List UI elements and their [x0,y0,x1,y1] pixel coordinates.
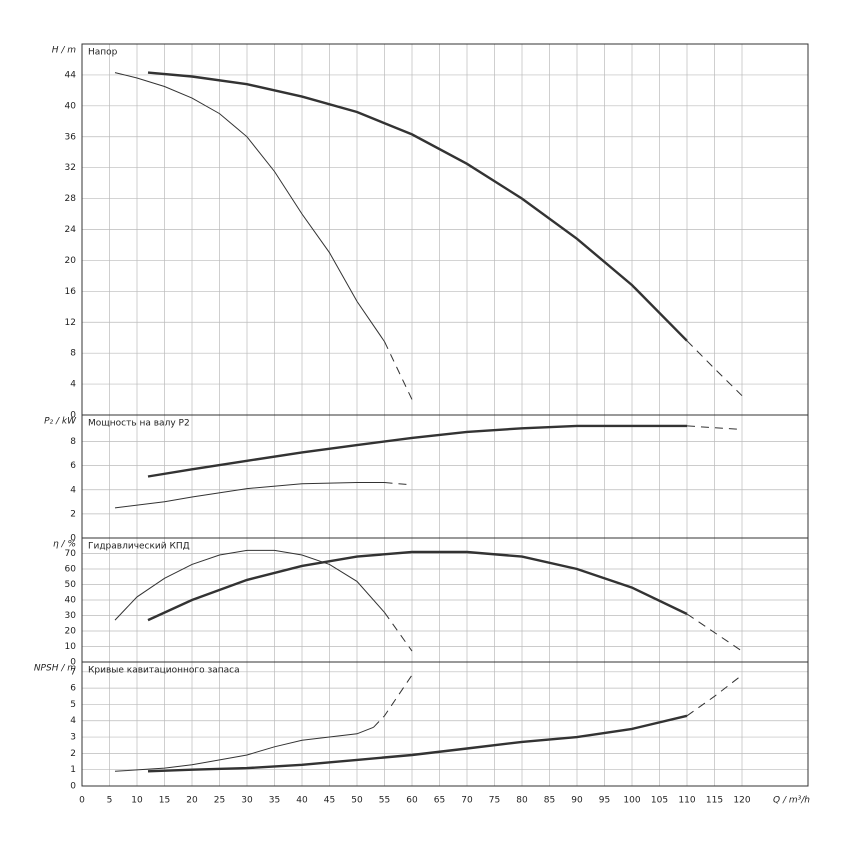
y-tick-label: 50 [65,580,77,590]
x-tick-label: 0 [79,796,85,806]
x-tick-label: 80 [516,796,528,806]
curve [147,71,688,342]
y-tick-label: 8 [70,349,76,359]
panel-title: Кривые кавитационного запаса [88,666,240,676]
curve [384,482,413,486]
y-axis-label: η / % [53,540,76,550]
y-tick-label: 60 [65,565,77,575]
x-tick-label: 90 [571,796,583,806]
curve [147,550,688,622]
y-tick-label: 10 [65,642,77,652]
y-tick-label: 7 [70,667,76,677]
y-tick-label: 6 [70,684,76,694]
x-tick-label: 15 [159,796,170,806]
y-tick-label: 20 [65,256,77,266]
y-tick-label: 40 [65,596,77,606]
y-tick-label: 36 [65,132,77,142]
y-tick-label: 12 [65,318,76,328]
x-tick-label: 75 [489,796,500,806]
curve [384,612,413,652]
x-tick-label: 20 [186,796,198,806]
y-tick-label: 44 [65,70,77,80]
y-tick-label: 8 [70,437,76,447]
x-axis-label: Q / m³/h [773,796,810,806]
x-tick-label: 25 [214,796,225,806]
y-tick-label: 0 [70,534,76,544]
curve [686,613,743,652]
x-tick-label: 70 [461,796,473,806]
y-tick-label: 20 [65,627,77,637]
x-tick-label: 40 [296,796,308,806]
y-tick-label: 16 [65,287,77,297]
x-tick-label: 50 [351,796,363,806]
y-tick-label: 4 [70,716,76,726]
curve [114,549,385,621]
x-tick-label: 120 [733,796,750,806]
curve [114,72,385,342]
panel-title: Мощность на валу P2 [88,419,190,429]
y-tick-label: 70 [65,549,77,559]
x-tick-label: 5 [107,796,113,806]
x-tick-label: 35 [269,796,280,806]
y-tick-label: 4 [70,485,76,495]
x-tick-label: 85 [544,796,555,806]
y-tick-label: 2 [70,509,76,519]
curve [114,482,385,509]
x-tick-label: 30 [241,796,253,806]
y-tick-label: 40 [65,101,77,111]
x-tick-label: 45 [324,796,335,806]
x-tick-label: 60 [406,796,418,806]
y-tick-label: 3 [70,733,76,743]
y-tick-label: 0 [70,782,76,792]
y-tick-label: 5 [70,700,76,710]
curve [384,341,413,400]
y-tick-label: 32 [65,163,76,173]
x-tick-label: 55 [379,796,390,806]
curve [686,425,743,430]
y-tick-label: 0 [70,411,76,421]
curve [114,726,374,772]
y-axis-label: P₂ / kW [44,417,77,427]
panel-title: Гидравлический КПД [88,542,190,552]
y-tick-label: 24 [65,225,77,235]
y-axis-label: NPSH / m [34,664,76,674]
x-tick-label: 10 [131,796,143,806]
curve [147,424,687,478]
curves [114,71,743,773]
y-tick-label: 6 [70,461,76,471]
y-tick-label: 0 [70,658,76,668]
x-tick-label: 105 [651,796,668,806]
x-tick-label: 110 [678,796,695,806]
y-tick-label: 30 [65,611,77,621]
x-tick-label: 65 [434,796,445,806]
y-tick-label: 28 [65,194,77,204]
y-tick-label: 2 [70,749,76,759]
panel-title: Напор [88,48,118,58]
y-axis-label: H / m [52,46,77,56]
y-tick-label: 1 [70,765,76,775]
x-tick-label: 115 [706,796,723,806]
x-tick-label: 95 [599,796,610,806]
panel-frame [81,661,809,787]
x-tick-label: 100 [623,796,640,806]
curve [147,714,688,773]
curve [373,674,413,728]
y-tick-label: 4 [70,380,76,390]
curve [686,674,743,717]
